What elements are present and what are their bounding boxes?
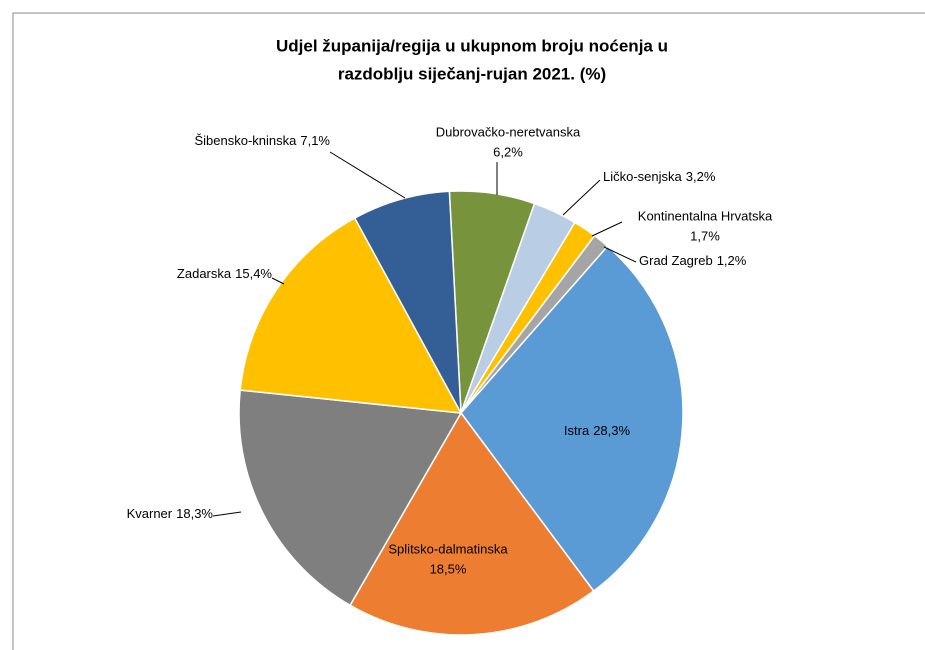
- data-label: Kvarner 18,3%: [127, 506, 214, 521]
- data-label-value: 28,3%: [593, 423, 630, 438]
- leader-line: [271, 277, 285, 285]
- data-label: Šibensko-kninska 7,1%: [194, 133, 330, 148]
- data-label-name: Zadarska: [177, 266, 232, 281]
- pie-slice: [353, 190, 462, 414]
- leader-line: [329, 151, 406, 199]
- chart-frame: [12, 12, 925, 650]
- data-label-name: Kvarner: [127, 506, 173, 521]
- data-label-name: Kontinentalna Hrvatska: [638, 208, 773, 223]
- data-label-name: Dubrovačko-neretvanska: [436, 124, 581, 139]
- pie-slice: [239, 217, 463, 414]
- data-label-value: 1,2%: [717, 253, 747, 268]
- data-label: Zadarska 15,4%: [177, 266, 273, 281]
- data-label: Grad Zagreb 1,2%: [639, 253, 747, 268]
- data-label-name: Splitsko-dalmatinska: [388, 541, 508, 556]
- data-label: Ličko-senjska 3,2%: [603, 169, 716, 184]
- chart-title: Udjel županija/regija u ukupnom broju no…: [276, 36, 668, 55]
- leader-line: [591, 221, 623, 237]
- data-label-name: Ličko-senjska: [603, 169, 683, 184]
- data-label-value: 18,5%: [430, 561, 467, 576]
- data-label-name: Istra: [564, 423, 590, 438]
- data-label-value: 3,2%: [686, 169, 716, 184]
- chart-title: razdoblju siječanj-rujan 2021. (%): [338, 64, 606, 83]
- pie-slice: [349, 411, 595, 636]
- data-label-value: 6,2%: [493, 144, 523, 159]
- data-label: Istra 28,3%: [564, 423, 631, 438]
- pie-slice: [238, 389, 463, 607]
- leader-line: [603, 246, 637, 263]
- data-label-value: 1,7%: [690, 228, 720, 243]
- leader-line: [212, 511, 242, 517]
- pie-slice: [460, 245, 684, 593]
- data-label-name: Grad Zagreb: [639, 253, 713, 268]
- data-label-value: 7,1%: [300, 133, 330, 148]
- data-label-value: 18,3%: [176, 506, 213, 521]
- leader-line: [562, 179, 601, 216]
- data-label-value: 15,4%: [235, 266, 272, 281]
- data-label-name: Šibensko-kninska: [194, 133, 297, 148]
